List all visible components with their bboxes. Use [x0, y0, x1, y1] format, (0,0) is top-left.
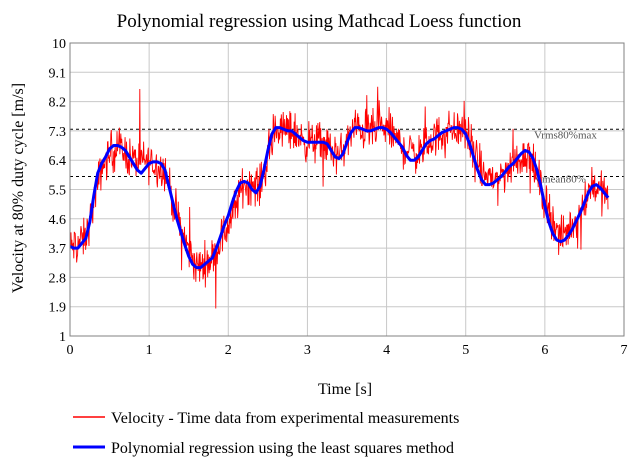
y-tick-label: 4.6	[49, 213, 67, 228]
series-line-velocity	[69, 86, 609, 309]
y-tick-label: 1.9	[49, 301, 67, 316]
x-tick-label: 5	[462, 343, 469, 358]
series-line-regression	[69, 126, 610, 270]
grid	[70, 43, 624, 336]
x-tick-label: 4	[383, 343, 390, 358]
y-axis-label: Velocity at 80% duty cycle [m/s]	[10, 83, 27, 293]
y-tick-label: 6.4	[49, 154, 67, 169]
legend: Velocity - Time data from experimental m…	[73, 410, 459, 457]
y-tick-label: 5.5	[49, 184, 67, 199]
x-tick-label: 7	[621, 343, 628, 358]
x-tick-label: 2	[225, 343, 232, 358]
y-tick-label: 7.3	[49, 125, 67, 140]
x-tick-label: 0	[67, 343, 74, 358]
reference-label-rms80%max: Vrms80%max	[534, 129, 597, 141]
plot-frame	[69, 42, 625, 337]
chart-title: Polynomial regression using Mathcad Loes…	[117, 11, 522, 32]
legend-label-velocity: Velocity - Time data from experimental m…	[111, 410, 459, 427]
x-tick-label: 3	[304, 343, 311, 358]
y-tick-label: 3.7	[49, 242, 67, 257]
x-tick-label: 6	[541, 343, 548, 358]
y-tick-label: 10	[52, 37, 66, 52]
y-tick-label: 1	[59, 330, 66, 345]
y-tick-label: 2.8	[49, 271, 67, 286]
x-tick-label: 1	[146, 343, 153, 358]
legend-label-regression: Polynomial regression using the least sq…	[111, 440, 454, 457]
x-axis-label: Time [s]	[318, 381, 372, 398]
y-tick-label: 8.2	[49, 96, 67, 111]
axis-ticks: 0 1 2 3 4 5 6 711.92.83.74.65.56.47.38.29.110	[49, 37, 628, 358]
y-tick-label: 9.1	[49, 66, 67, 81]
reference-label-mean80: Vmean80%	[534, 173, 586, 185]
series-group	[69, 86, 610, 309]
